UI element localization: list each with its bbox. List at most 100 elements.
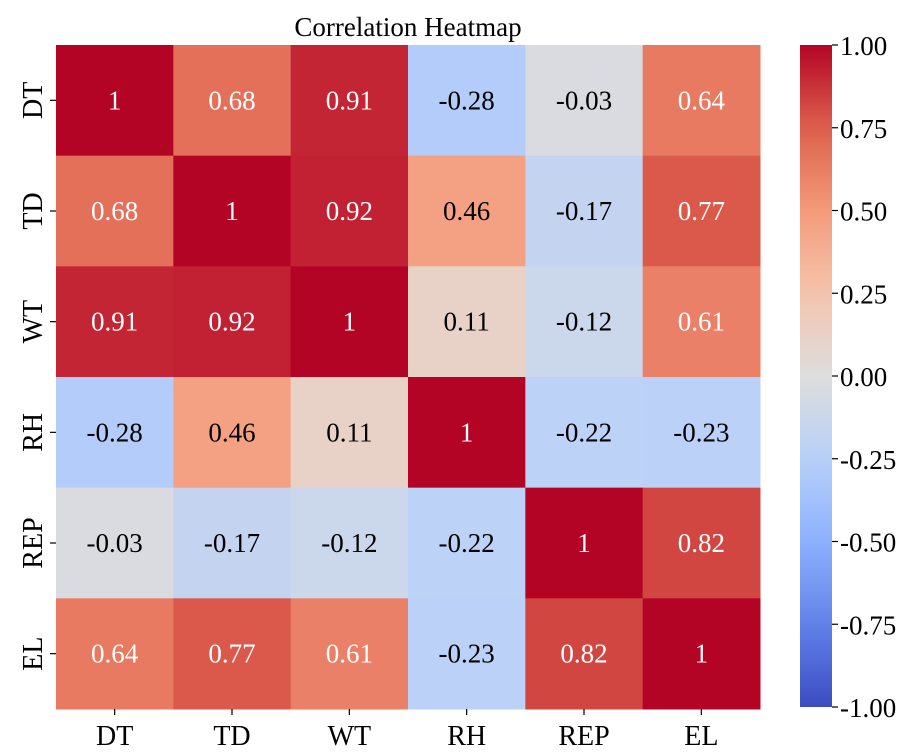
cell-annotation: 0.91 [326, 85, 373, 115]
cell-annotation: -0.22 [439, 528, 495, 558]
y-tick-label: EL [18, 637, 49, 671]
heatmap-cell [173, 45, 292, 157]
heatmap-cell [173, 487, 292, 599]
cell-annotation: -0.22 [556, 417, 612, 447]
cell-annotation: 1 [460, 417, 474, 447]
colorbar-tick-label: 0.00 [840, 362, 887, 392]
cell-annotation: -0.23 [439, 639, 495, 669]
x-tick-label: EL [684, 721, 718, 752]
y-tick-label: TD [18, 192, 49, 229]
heatmap-cell [290, 487, 409, 599]
colorbar-tick-label: -0.25 [840, 445, 896, 475]
x-tick-label: REP [558, 721, 609, 752]
heatmap-cell [408, 487, 526, 599]
cell-annotation: 1 [225, 196, 239, 226]
colorbar-ticks: 1.00 0.75 0.50 0.25 0.00 -0.25 -0.50 -0.75 -1.00 [832, 31, 896, 723]
cell-annotation: 0.82 [560, 639, 607, 669]
x-tick-label: TD [213, 721, 250, 752]
heatmap-cell [525, 266, 644, 378]
cell-annotation: -0.17 [204, 528, 260, 558]
cell-annotation: 0.61 [326, 639, 373, 669]
colorbar-tick-label: 0.25 [840, 279, 887, 309]
colorbar-tick-label: -0.75 [840, 610, 896, 640]
cell-annotation: 1 [577, 528, 591, 558]
cell-annotation: 0.46 [443, 196, 490, 226]
heatmap-cell [642, 45, 761, 157]
heatmap-annotations: 1 0.68 0.91 -0.28 -0.03 0.64 0.68 1 0.92 0.46 -0.1… [87, 85, 730, 668]
cell-annotation: 0.46 [208, 417, 255, 447]
cell-annotation: 0.77 [678, 196, 725, 226]
chart-title: Correlation Heatmap [294, 12, 521, 42]
heatmap-cell [290, 377, 409, 489]
cell-annotation: -0.28 [439, 85, 495, 115]
cell-annotation: -0.03 [556, 85, 612, 115]
cell-annotation: 1 [695, 639, 709, 669]
heatmap-cell [642, 487, 761, 599]
cell-annotation: 0.82 [678, 528, 725, 558]
heatmap-cell [173, 598, 292, 710]
heatmap-cell [290, 266, 409, 378]
cell-annotation: -0.28 [87, 417, 143, 447]
heatmap-cell [56, 155, 174, 267]
cell-annotation: 1 [108, 85, 122, 115]
heatmap-cell [173, 266, 292, 378]
cell-annotation: -0.03 [87, 528, 143, 558]
heatmap-cells [56, 45, 761, 710]
heatmap-cell [642, 377, 761, 489]
cell-annotation: 0.68 [208, 85, 255, 115]
heatmap-cell [290, 598, 409, 710]
cell-annotation: 0.64 [678, 85, 726, 115]
x-tick-label: WT [328, 721, 372, 752]
y-axis: DT TD WT RH REP EL [18, 82, 56, 671]
cell-annotation: 0.64 [91, 639, 139, 669]
heatmap-cell [173, 377, 292, 489]
y-tick-label: REP [18, 517, 49, 568]
heatmap-cell [56, 266, 174, 378]
cell-annotation: 0.91 [91, 307, 138, 337]
heatmap-cell [290, 45, 409, 157]
heatmap-cell [408, 45, 526, 157]
heatmap-cell [173, 155, 292, 267]
x-tick-label: DT [96, 721, 133, 752]
y-tick-label: RH [18, 413, 49, 452]
cell-annotation: 0.92 [208, 307, 255, 337]
heatmap-cell [408, 266, 526, 378]
cell-annotation: 0.61 [678, 307, 725, 337]
colorbar-tick-label: 0.75 [840, 114, 887, 144]
y-tick-label: DT [18, 82, 49, 119]
heatmap-cell [408, 155, 526, 267]
heatmap-cell [56, 377, 174, 489]
cell-annotation: -0.12 [321, 528, 377, 558]
heatmap-cell [290, 155, 409, 267]
heatmap-cell [56, 45, 174, 157]
cell-annotation: 1 [343, 307, 357, 337]
heatmap-cell [408, 377, 526, 489]
heatmap-cell [525, 45, 644, 157]
colorbar-tick-label: -0.50 [840, 528, 896, 558]
heatmap-cell [642, 266, 761, 378]
cell-annotation: 0.11 [326, 417, 372, 447]
heatmap-cell [56, 487, 174, 599]
cell-annotation: -0.12 [556, 307, 612, 337]
cell-annotation: 0.68 [91, 196, 138, 226]
x-tick-label: RH [447, 721, 486, 752]
x-axis: DT TD WT RH REP EL [96, 709, 718, 752]
colorbar [800, 45, 832, 707]
heatmap-cell [525, 487, 644, 599]
heatmap-cell [642, 155, 761, 267]
cell-annotation: 0.11 [444, 307, 490, 337]
colorbar-tick-label: -1.00 [840, 693, 896, 723]
cell-annotation: -0.23 [673, 417, 729, 447]
heatmap-cell [525, 377, 644, 489]
y-tick-label: WT [18, 300, 49, 344]
colorbar-tick-label: 1.00 [840, 31, 887, 61]
cell-annotation: -0.17 [556, 196, 612, 226]
heatmap-cell [408, 598, 526, 710]
cell-annotation: 0.77 [208, 639, 255, 669]
heatmap-cell [525, 155, 644, 267]
heatmap-cell [642, 598, 761, 710]
heatmap-cell [56, 598, 174, 710]
cell-annotation: 0.92 [326, 196, 373, 226]
heatmap-cell [525, 598, 644, 710]
